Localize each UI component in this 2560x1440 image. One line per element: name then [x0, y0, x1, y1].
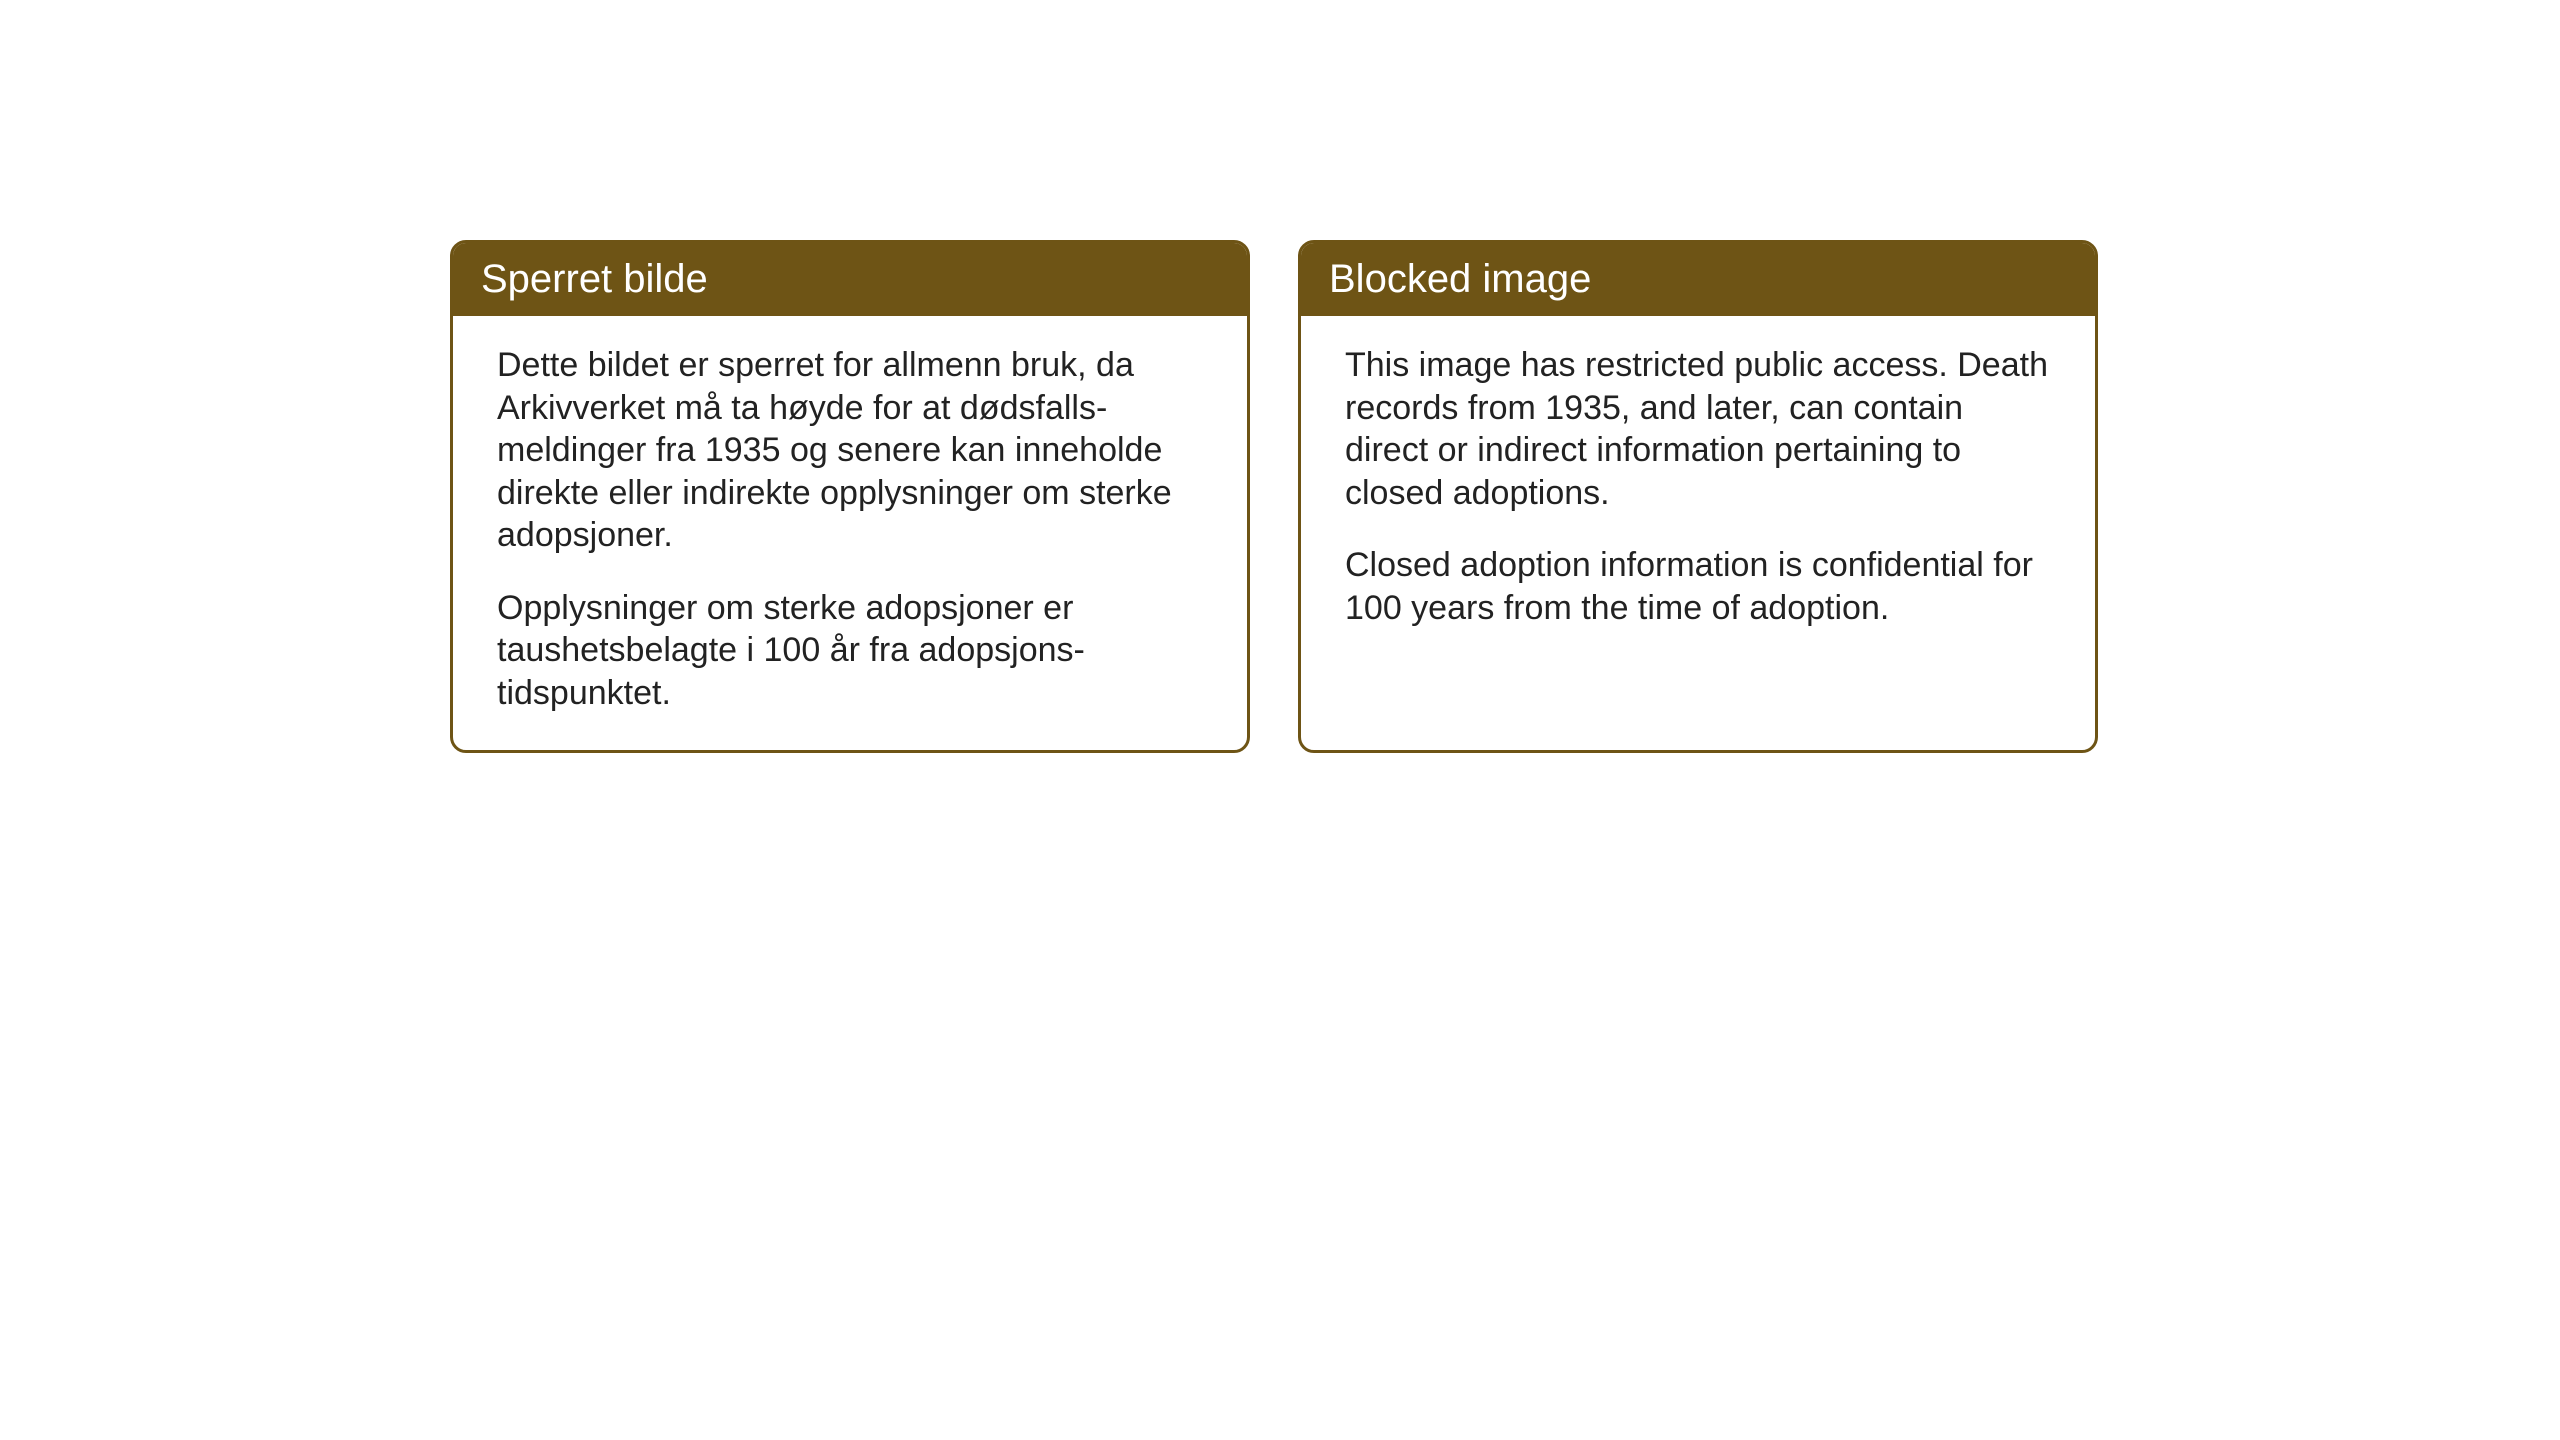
card-title-no: Sperret bilde: [453, 243, 1247, 316]
card-body-no: Dette bildet er sperret for allmenn bruk…: [453, 316, 1247, 750]
card-english: Blocked image This image has restricted …: [1298, 240, 2098, 753]
card-para2-en: Closed adoption information is confident…: [1345, 544, 2051, 629]
card-body-en: This image has restricted public access.…: [1301, 316, 2095, 665]
card-title-en: Blocked image: [1301, 243, 2095, 316]
card-para1-no: Dette bildet er sperret for allmenn bruk…: [497, 344, 1203, 557]
card-para2-no: Opplysninger om sterke adopsjoner er tau…: [497, 587, 1203, 715]
card-norwegian: Sperret bilde Dette bildet er sperret fo…: [450, 240, 1250, 753]
card-para1-en: This image has restricted public access.…: [1345, 344, 2051, 514]
cards-container: Sperret bilde Dette bildet er sperret fo…: [450, 240, 2098, 753]
